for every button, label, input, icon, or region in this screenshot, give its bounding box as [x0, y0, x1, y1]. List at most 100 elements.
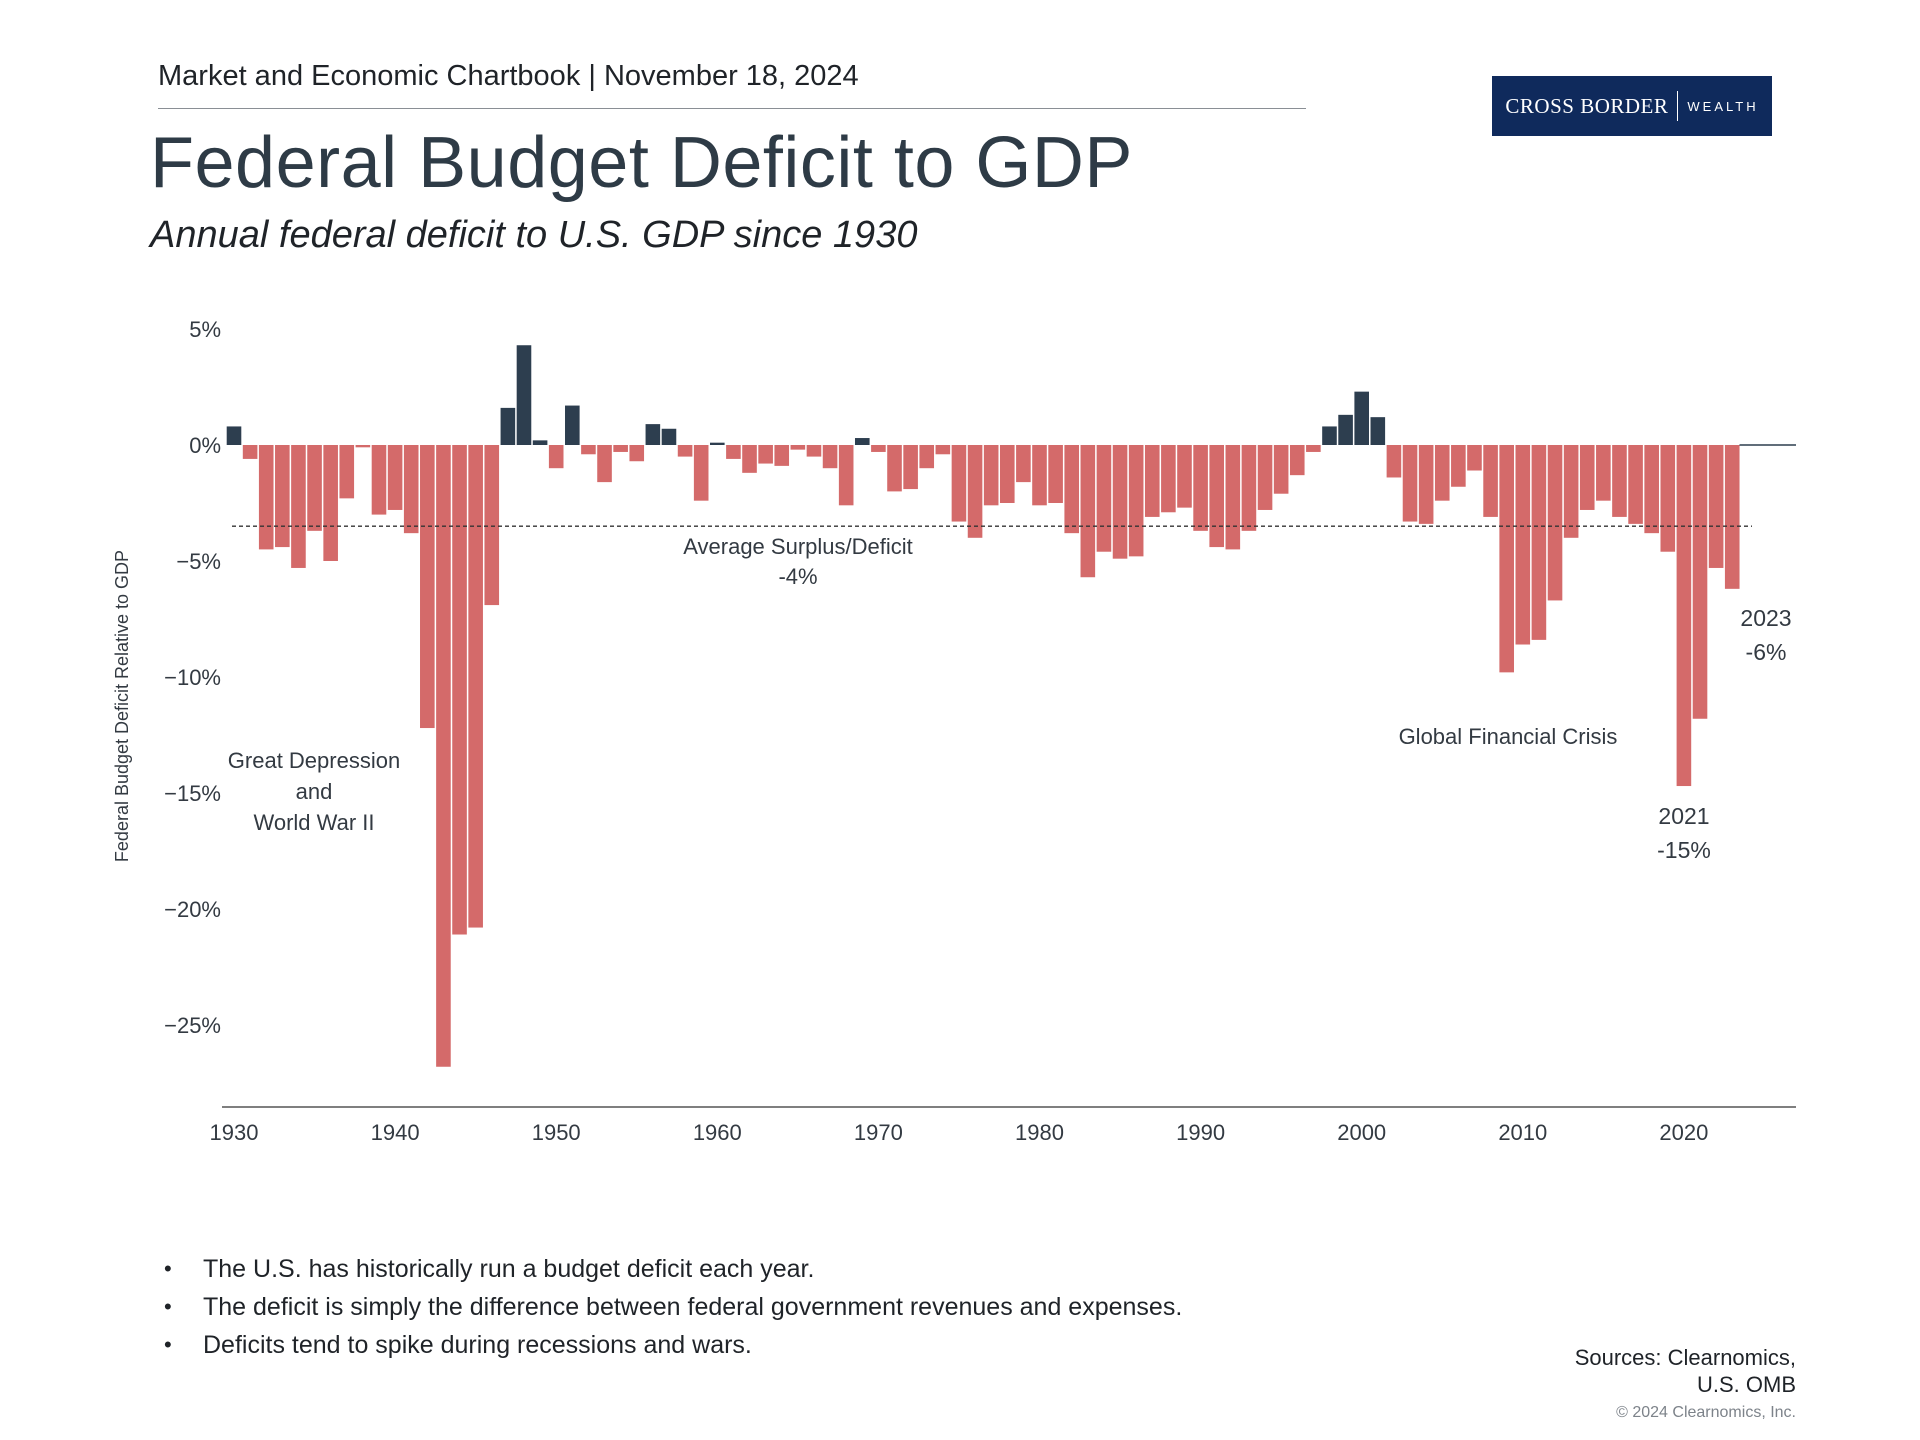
bar-1949 [532, 440, 548, 445]
bar-2000 [1354, 391, 1369, 445]
bar-1942 [420, 445, 435, 729]
bar-1952 [581, 445, 596, 455]
bar-1992 [1225, 445, 1241, 550]
bar-2018 [1644, 445, 1659, 534]
bar-2023 [1724, 445, 1740, 589]
bar-2015 [1596, 445, 1611, 501]
bar-1991 [1209, 445, 1225, 548]
y-tick-label: −15% [164, 781, 221, 806]
bar-1978 [999, 445, 1015, 503]
bar-1951 [565, 405, 580, 445]
bar-1945 [468, 445, 483, 928]
bar-2020 [1676, 445, 1692, 787]
bar-1950 [548, 445, 564, 469]
bar-1965 [790, 445, 806, 450]
bar-1959 [693, 445, 709, 501]
bar-2008 [1483, 445, 1498, 517]
bar-2021 [1692, 445, 1708, 719]
bar-1961 [726, 445, 741, 459]
bar-1985 [1112, 445, 1128, 559]
bar-1943 [436, 445, 451, 1067]
average-value-label: -4% [778, 564, 817, 589]
key-point: The deficit is simply the difference bet… [160, 1288, 1182, 1326]
bar-1953 [597, 445, 612, 483]
x-tick-label: 2000 [1337, 1120, 1386, 1145]
bar-2017 [1628, 445, 1643, 524]
sources-line-1: Sources: Clearnomics, [1574, 1345, 1796, 1370]
header-divider [158, 108, 1306, 109]
bar-1987 [1144, 445, 1160, 517]
bar-2006 [1451, 445, 1466, 487]
bar-1982 [1064, 445, 1080, 534]
bar-2012 [1547, 445, 1563, 601]
bar-2005 [1434, 445, 1450, 501]
bar-1977 [983, 445, 999, 506]
bar-2001 [1370, 417, 1386, 445]
bar-1941 [403, 445, 419, 534]
bar-1973 [919, 445, 935, 469]
annotation-depression-3: World War II [253, 810, 374, 835]
average-label: Average Surplus/Deficit [683, 534, 913, 559]
bar-2014 [1579, 445, 1595, 510]
bar-1979 [1016, 445, 1031, 483]
copyright-note: © 2024 Clearnomics, Inc. [1616, 1404, 1796, 1421]
bar-1935 [307, 445, 322, 531]
x-tick-label: 1950 [532, 1120, 581, 1145]
bar-1932 [258, 445, 274, 550]
bar-1948 [516, 345, 532, 445]
bar-1956 [645, 424, 661, 445]
bar-1974 [935, 445, 951, 455]
deficit-bar-chart: Federal Budget Deficit Relative to GDP G… [112, 317, 1796, 1145]
annotation-2021-year: 2021 [1658, 803, 1709, 829]
bar-1989 [1177, 445, 1192, 508]
annotation-depression-2: and [296, 779, 333, 804]
bar-2007 [1467, 445, 1482, 471]
bar-1958 [677, 445, 693, 457]
key-point: The U.S. has historically run a budget d… [160, 1250, 1182, 1288]
annotation-depression-1: Great Depression [228, 748, 400, 773]
bar-1955 [629, 445, 645, 462]
bar-1971 [887, 445, 902, 492]
bar-1934 [291, 445, 306, 568]
x-tick-label: 1940 [371, 1120, 420, 1145]
bar-1969 [854, 438, 870, 445]
bar-2013 [1563, 445, 1579, 538]
key-points-list: The U.S. has historically run a budget d… [160, 1250, 1182, 1364]
bar-1976 [967, 445, 983, 538]
bar-1947 [500, 407, 516, 445]
bar-1937 [339, 445, 355, 499]
bar-1968 [838, 445, 854, 506]
bar-1966 [806, 445, 822, 457]
bar-1996 [1289, 445, 1305, 476]
annotation-2023-value: -6% [1746, 639, 1787, 665]
x-tick-label: 1930 [210, 1120, 259, 1145]
x-tick-label: 1980 [1015, 1120, 1064, 1145]
bar-1957 [661, 428, 677, 445]
bar-1972 [903, 445, 918, 490]
bar-2004 [1418, 445, 1434, 524]
bar-2010 [1515, 445, 1531, 645]
bar-1986 [1128, 445, 1144, 557]
bar-1999 [1338, 414, 1353, 445]
page-subtitle: Annual federal deficit to U.S. GDP since… [150, 214, 918, 256]
bar-1970 [871, 445, 886, 452]
x-tick-label: 1960 [693, 1120, 742, 1145]
bar-1946 [484, 445, 500, 606]
bar-1984 [1096, 445, 1112, 552]
bar-1998 [1322, 426, 1337, 445]
y-tick-label: −5% [176, 549, 221, 574]
bar-1988 [1161, 445, 1176, 513]
bar-1983 [1080, 445, 1096, 578]
sources-line-2: U.S. OMB [1696, 1372, 1796, 1397]
annotation-gfc: Global Financial Crisis [1399, 724, 1618, 749]
y-tick-label: −25% [164, 1013, 221, 1038]
bar-1993 [1241, 445, 1257, 531]
bar-2019 [1660, 445, 1676, 552]
x-tick-label: 2020 [1659, 1120, 1708, 1145]
bar-1962 [742, 445, 757, 473]
cross-border-wealth-logo: CROSS BORDER WEALTH [1492, 76, 1772, 136]
x-tick-label: 2010 [1498, 1120, 1547, 1145]
bar-1994 [1257, 445, 1273, 510]
chartbook-header: Market and Economic Chartbook | November… [158, 60, 859, 92]
bar-2003 [1402, 445, 1418, 522]
